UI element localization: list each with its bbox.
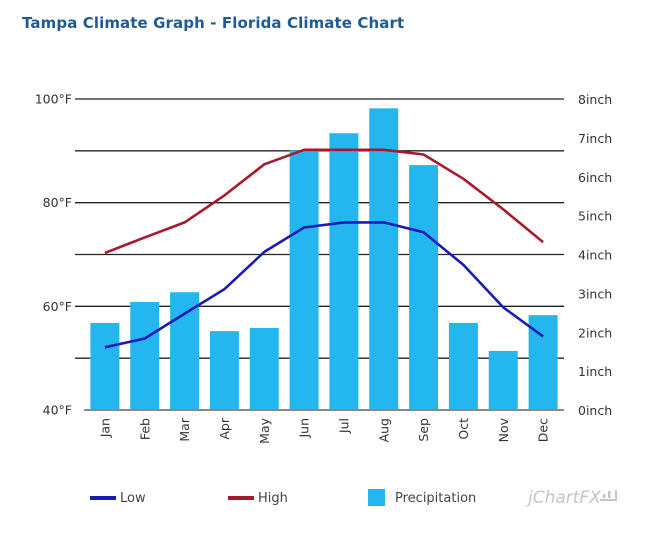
x-tick-label: Mar bbox=[177, 417, 192, 441]
legend-item-high[interactable]: High bbox=[228, 491, 288, 506]
jchartfx-logo-icon bbox=[600, 490, 617, 501]
legend-label: Low bbox=[120, 491, 146, 506]
x-tick-label: Jan bbox=[97, 418, 112, 438]
precipitation-bar-sep[interactable] bbox=[409, 165, 439, 409]
right-tick-label: 2inch bbox=[578, 325, 612, 340]
legend-label: High bbox=[258, 491, 288, 506]
legend: Low High Precipitation bbox=[90, 489, 476, 506]
right-tick-label: 4inch bbox=[578, 248, 612, 263]
legend-low-swatch-icon bbox=[90, 496, 116, 500]
right-tick-label: 3inch bbox=[578, 286, 612, 301]
x-tick-label: Sep bbox=[416, 418, 431, 442]
legend-item-low[interactable]: Low bbox=[90, 491, 146, 506]
precipitation-bar-jun[interactable] bbox=[289, 150, 319, 409]
jchartfx-watermark: jChartFX bbox=[526, 488, 601, 508]
legend-precipitation-swatch-icon bbox=[368, 489, 385, 506]
low-temperature-line[interactable] bbox=[104, 221, 544, 349]
left-axis-ticks: 40°F 60°F 80°F 100°F bbox=[35, 92, 72, 418]
right-tick-label: 8inch bbox=[578, 92, 612, 107]
left-tick-label: 100°F bbox=[35, 92, 72, 107]
x-tick-label: Aug bbox=[376, 418, 391, 442]
precipitation-bar-jul[interactable] bbox=[329, 133, 359, 409]
precipitation-bar-nov[interactable] bbox=[488, 350, 518, 409]
precipitation-bar-may[interactable] bbox=[249, 327, 279, 409]
legend-label: Precipitation bbox=[395, 491, 476, 506]
x-tick-label: Jun bbox=[297, 418, 312, 439]
gridlines bbox=[75, 98, 564, 411]
right-axis-ticks: 0inch 1inch 2inch 3inch 4inch 5inch 6inch 7inch… bbox=[578, 92, 612, 418]
precipitation-bar-feb[interactable] bbox=[130, 301, 160, 409]
temperature-lines bbox=[104, 148, 544, 349]
right-tick-label: 1inch bbox=[578, 364, 612, 379]
precipitation-bars bbox=[90, 108, 558, 409]
left-tick-label: 40°F bbox=[43, 403, 72, 418]
precipitation-bar-oct[interactable] bbox=[448, 322, 478, 409]
right-tick-label: 0inch bbox=[578, 403, 612, 418]
precipitation-bar-mar[interactable] bbox=[170, 292, 200, 409]
x-tick-label: Jul bbox=[336, 418, 351, 434]
right-tick-label: 5inch bbox=[578, 209, 612, 224]
x-tick-label: Feb bbox=[137, 418, 152, 440]
precipitation-bar-jan[interactable] bbox=[90, 322, 120, 409]
right-tick-label: 6inch bbox=[578, 170, 612, 185]
left-tick-label: 60°F bbox=[43, 299, 72, 314]
right-tick-label: 7inch bbox=[578, 131, 612, 146]
legend-high-swatch-icon bbox=[228, 496, 254, 500]
precipitation-bar-aug[interactable] bbox=[369, 108, 399, 409]
legend-item-precipitation[interactable]: Precipitation bbox=[368, 489, 476, 506]
left-tick-label: 80°F bbox=[43, 195, 72, 210]
x-tick-label: May bbox=[257, 417, 272, 443]
x-tick-label: Nov bbox=[496, 417, 511, 442]
x-tick-label: Dec bbox=[536, 418, 551, 442]
chart-title: Tampa Climate Graph - Florida Climate Ch… bbox=[22, 14, 405, 32]
x-tick-label: Apr bbox=[217, 417, 232, 439]
precipitation-bar-apr[interactable] bbox=[209, 331, 239, 409]
high-temperature-line[interactable] bbox=[104, 148, 544, 255]
x-axis-ticks: Jan Feb Mar Apr May Jun Jul Aug Sep Oct Nov Dec bbox=[97, 417, 550, 444]
x-tick-label: Oct bbox=[456, 418, 471, 440]
